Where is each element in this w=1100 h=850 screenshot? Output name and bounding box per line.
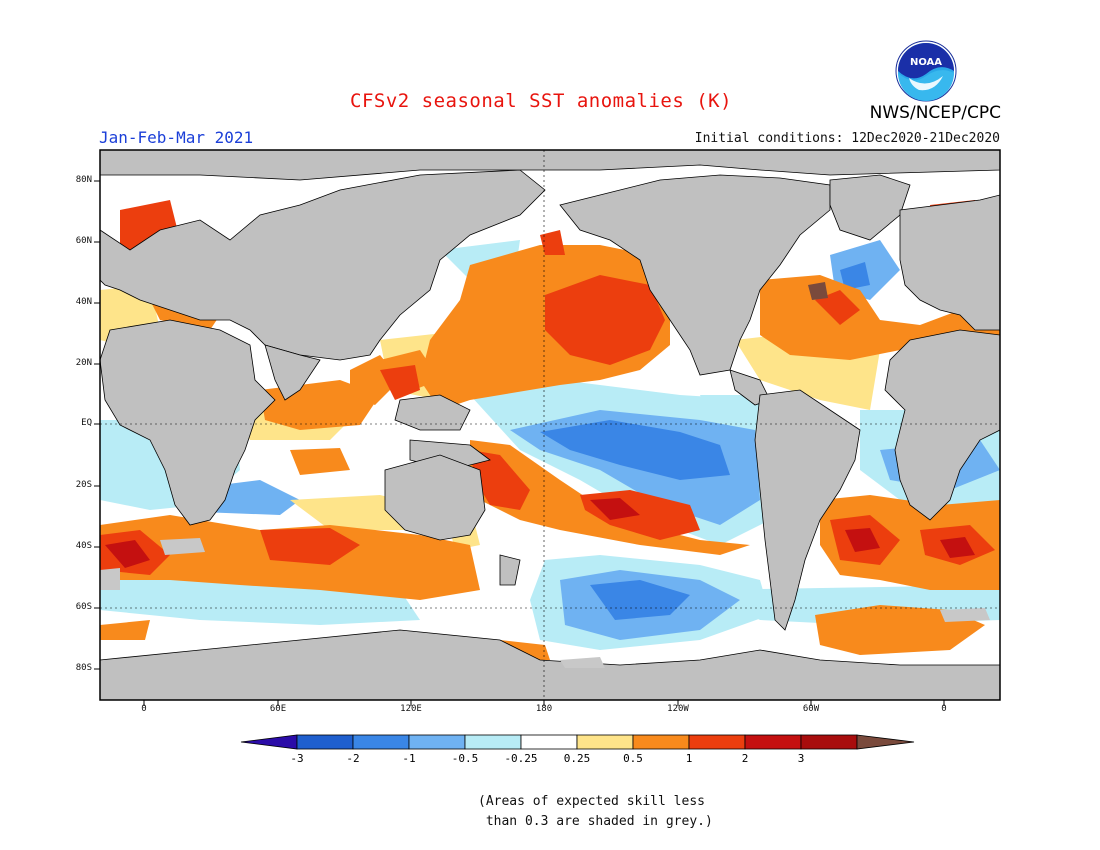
low-skill-mask	[100, 538, 990, 668]
colorbar-label: 0.25	[563, 752, 591, 765]
lat-label: 40N	[75, 297, 92, 307]
lon-label: 0	[941, 704, 947, 714]
noaa-logo: NOAA	[895, 40, 957, 102]
land-masses	[100, 150, 1000, 700]
skill-note: (Areas of expected skill less than 0.3 a…	[478, 794, 713, 829]
lon-label: 120E	[400, 704, 422, 714]
lat-label: 20N	[75, 358, 92, 368]
colorbar-label: 0.5	[623, 752, 643, 765]
lon-label: 180	[535, 704, 553, 714]
colorbar-label: 3	[797, 752, 805, 765]
map-frame	[99, 149, 1001, 701]
extreme-positive-anomaly	[808, 282, 828, 300]
lat-label: EQ	[81, 418, 92, 428]
lat-label: 80N	[75, 175, 92, 185]
colorbar-label: -0.5	[451, 752, 479, 765]
colorbar-label: -1	[402, 752, 416, 765]
organization-label: NWS/NCEP/CPC	[869, 103, 1001, 123]
lat-label: 60N	[75, 236, 92, 246]
colorbar-label: -3	[290, 752, 304, 765]
grid-lines	[100, 150, 1000, 700]
lon-label: 120W	[667, 704, 689, 714]
lat-label: 60S	[75, 602, 92, 612]
very-strong-positive-anomalies	[105, 498, 975, 568]
map-title: CFSv2 seasonal SST anomalies (K)	[350, 90, 733, 112]
lon-label: 60W	[802, 704, 820, 714]
logo-text: NOAA	[910, 57, 942, 68]
lat-label: 40S	[75, 541, 92, 551]
strong-negative-anomalies	[540, 262, 870, 620]
lon-label: 60E	[269, 704, 287, 714]
forecast-period: Jan-Feb-Mar 2021	[99, 128, 254, 147]
colorbar-label: -2	[346, 752, 360, 765]
lon-label: 0	[141, 704, 147, 714]
colorbar-label: 1	[685, 752, 693, 765]
lat-label: 20S	[75, 480, 92, 490]
axis-ticks	[94, 180, 945, 706]
lat-label: 80S	[75, 663, 92, 673]
initial-conditions: Initial conditions: 12Dec2020-21Dec2020	[694, 131, 1000, 146]
colorbar-label: 2	[741, 752, 749, 765]
colorbar-label: -0.25	[504, 752, 538, 765]
